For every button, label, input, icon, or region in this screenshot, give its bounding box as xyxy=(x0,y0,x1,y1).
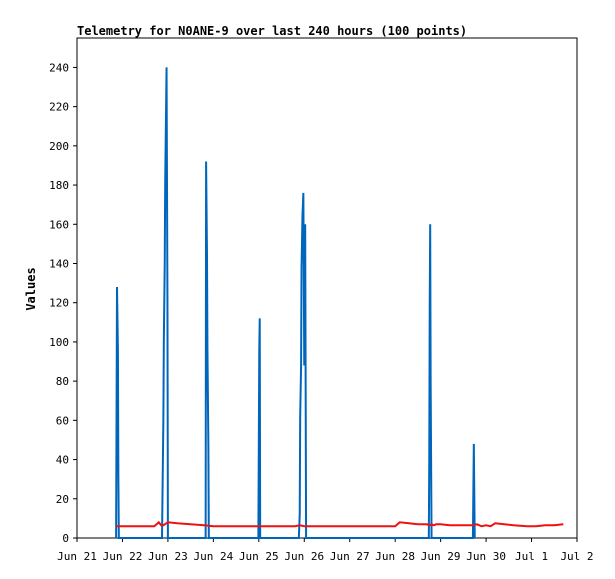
x-tick-label: Jun 25 xyxy=(239,550,279,563)
series-layer xyxy=(115,67,564,539)
y-tick-label: 200 xyxy=(49,140,69,153)
series-line-1 xyxy=(115,67,476,539)
y-tick-label: 120 xyxy=(49,297,69,310)
y-axis-ticks: 0 20 40 60 80 100 120 140 160 180 200 220 240 xyxy=(49,61,77,545)
x-tick-label: Jun 30 xyxy=(466,550,506,563)
x-tick-label: Jun 24 xyxy=(193,550,233,563)
y-tick-label: 60 xyxy=(56,414,69,427)
y-tick-label: 40 xyxy=(56,454,69,467)
x-tick-label: Jun 22 xyxy=(103,550,143,563)
y-tick-label: 0 xyxy=(62,532,69,545)
chart-title: Telemetry for N0ANE-9 over last 240 hour… xyxy=(77,24,467,38)
x-tick-label: Jul 2 xyxy=(560,550,593,563)
y-axis-label: Values xyxy=(24,267,38,310)
y-tick-label: 140 xyxy=(49,257,69,270)
y-tick-label: 180 xyxy=(49,179,69,192)
y-tick-label: 220 xyxy=(49,101,69,114)
series-line-2 xyxy=(116,520,564,528)
x-tick-label: Jun 27 xyxy=(330,550,370,563)
x-tick-label: Jun 28 xyxy=(375,550,415,563)
x-tick-label: Jun 29 xyxy=(421,550,461,563)
y-tick-label: 80 xyxy=(56,375,69,388)
x-axis-ticks: Jun 21 Jun 22 Jun 23 Jun 24 Jun 25 Jun 26 Jun … xyxy=(57,538,594,563)
y-tick-label: 20 xyxy=(56,493,69,506)
y-tick-label: 160 xyxy=(49,218,69,231)
y-tick-label: 100 xyxy=(49,336,69,349)
x-tick-label: Jul 1 xyxy=(515,550,548,563)
y-tick-label: 240 xyxy=(49,61,69,74)
x-tick-label: Jun 26 xyxy=(284,550,324,563)
x-tick-label: Jun 21 xyxy=(57,550,97,563)
x-tick-label: Jun 23 xyxy=(148,550,188,563)
plot-frame xyxy=(76,37,578,539)
